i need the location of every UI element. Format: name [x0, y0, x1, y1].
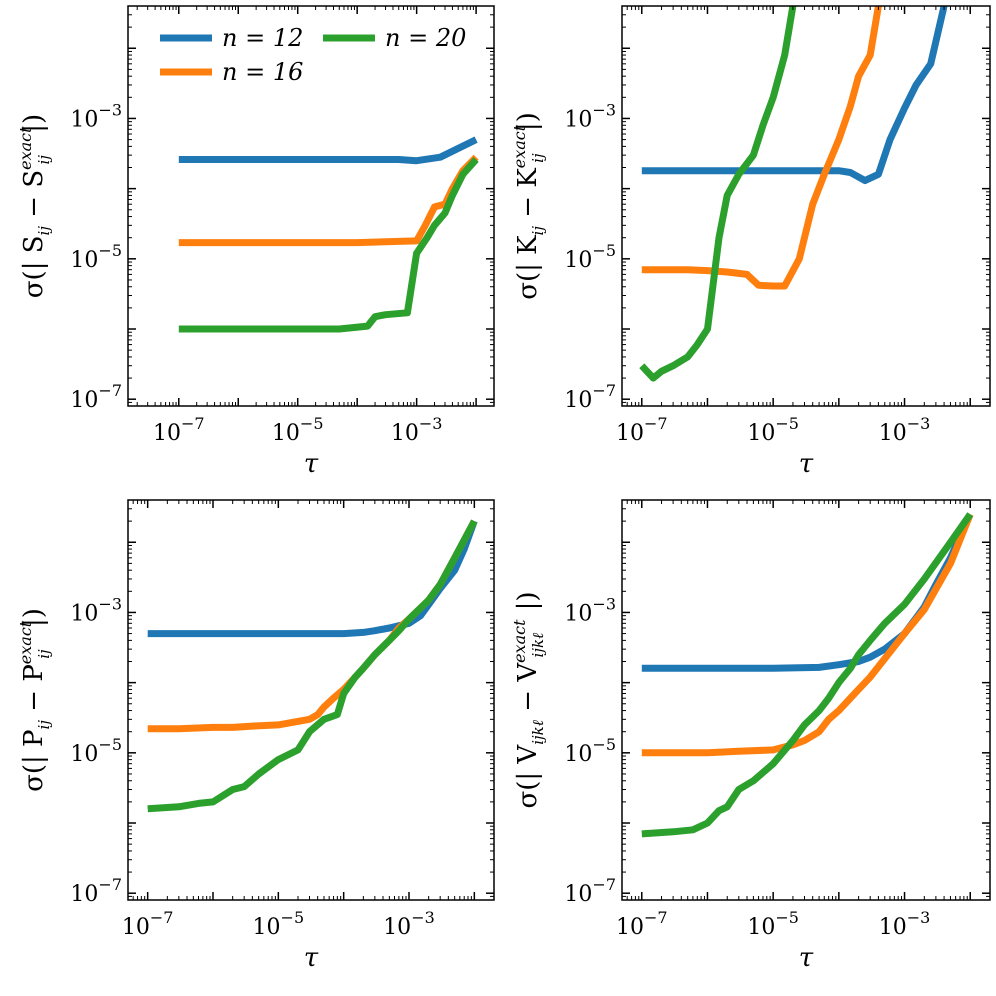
x-tick-label: 10−3 [383, 908, 435, 940]
axes-frame [127, 5, 495, 407]
x-tick-label: 10−3 [879, 414, 931, 446]
x-tick-label: 10−5 [272, 414, 324, 446]
series-line-n12 [178, 136, 478, 165]
x-tick-label: 10−3 [879, 908, 931, 940]
series-line-n20 [641, 512, 974, 838]
y-tick-label: 10−5 [70, 241, 122, 273]
axes-frame [621, 5, 991, 407]
y-tick-label: 10−3 [564, 594, 616, 626]
x-tick-label: 10−5 [747, 414, 799, 446]
x-tick-label: 10−7 [616, 908, 668, 940]
y-tick-label: 10−5 [70, 735, 122, 767]
y-tick-label: 10−7 [564, 875, 616, 907]
x-axis-label: τ [304, 449, 319, 479]
legend: n = 12 n = 16 n = 20 [160, 24, 466, 86]
axes-frame [127, 499, 495, 901]
y-axis-label: σ(| Vijkℓ − Vexactijkℓ |) [510, 592, 547, 809]
ticks [621, 5, 991, 407]
x-axis-label: τ [304, 943, 319, 973]
ticks [128, 5, 495, 407]
series-line-n12 [147, 519, 478, 638]
axes-frame [621, 499, 991, 901]
x-tick-label: 10−7 [616, 414, 668, 446]
plot-area [147, 519, 478, 813]
plot-area [641, 512, 974, 838]
x-tick-label: 10−7 [122, 908, 174, 940]
y-tick-label: 10−5 [564, 735, 616, 767]
y-axis-label: σ(| Kij − Kexactij |) [510, 112, 547, 300]
ticks [621, 499, 991, 901]
series-line-n20 [639, 6, 797, 382]
x-axis-label: τ [799, 449, 814, 479]
series-line-n16 [641, 512, 974, 757]
x-tick-label: 10−7 [153, 414, 205, 446]
x-axis-label: τ [799, 943, 814, 973]
series-line-n16 [641, 6, 882, 290]
series-line-n20 [147, 519, 478, 813]
y-tick-label: 10−3 [564, 100, 616, 132]
series-line-n12 [641, 512, 974, 672]
series-line-n20 [178, 157, 479, 333]
y-tick-label: 10−7 [564, 381, 616, 413]
plot-area [639, 6, 948, 382]
x-tick-label: 10−5 [253, 908, 305, 940]
panel-3: 10−7 10−5 10−3 10−7 10−5 10−3 τ σ(| Pij − Pexac… [16, 499, 495, 973]
series-line-n12 [641, 6, 948, 185]
y-axis-label: σ(| Sij − Sexactij |) [16, 114, 53, 298]
legend-label: n = 16 [222, 58, 303, 86]
y-tick-label: 10−3 [70, 100, 122, 132]
legend-label: n = 12 [222, 24, 303, 52]
y-tick-label: 10−5 [564, 241, 616, 273]
ticks [127, 499, 495, 901]
y-tick-label: 10−3 [70, 594, 122, 626]
plot-area [178, 136, 479, 333]
panel-1: 10−7 10−5 10−3 10−7 10−5 10−3 τ σ(| Sij − Sexac… [16, 5, 495, 479]
x-tick-label: 10−5 [747, 908, 799, 940]
legend-label: n = 20 [385, 24, 466, 52]
y-tick-label: 10−7 [70, 875, 122, 907]
x-tick-label: 10−3 [391, 414, 443, 446]
panel-4: 10−7 10−5 10−3 10−7 10−5 10−3 τ σ(| Vijkℓ − Vex… [510, 499, 991, 973]
y-tick-label: 10−7 [70, 381, 122, 413]
y-axis-label: σ(| Pij − Pexactij |) [16, 608, 53, 792]
panel-2: 10−7 10−5 10−3 10−7 10−5 10−3 τ σ(| Kij − Kexac… [510, 5, 991, 479]
series-line-n16 [147, 519, 478, 733]
